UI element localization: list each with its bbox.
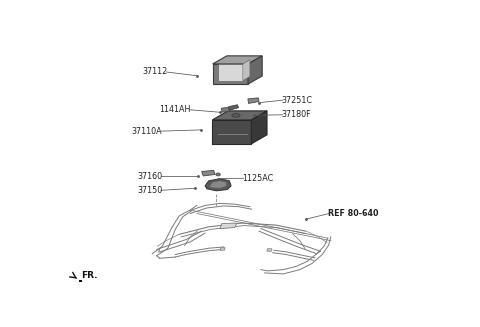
- Text: 37112: 37112: [143, 67, 168, 77]
- Text: FR.: FR.: [81, 271, 97, 281]
- Text: 37150: 37150: [137, 186, 162, 195]
- Text: REF 80-640: REF 80-640: [328, 209, 378, 218]
- Text: 37180F: 37180F: [281, 110, 311, 119]
- Polygon shape: [248, 56, 262, 84]
- Polygon shape: [213, 56, 262, 64]
- Circle shape: [216, 173, 220, 176]
- Polygon shape: [220, 223, 237, 229]
- Polygon shape: [267, 249, 272, 251]
- Polygon shape: [212, 120, 252, 144]
- Polygon shape: [205, 179, 231, 191]
- Polygon shape: [202, 170, 215, 176]
- Polygon shape: [212, 111, 267, 120]
- Polygon shape: [248, 98, 259, 103]
- Text: 1125AC: 1125AC: [242, 174, 274, 183]
- Text: 37251C: 37251C: [281, 96, 312, 105]
- Text: 37110A: 37110A: [132, 127, 162, 136]
- Bar: [79, 280, 83, 282]
- Polygon shape: [210, 181, 227, 188]
- Text: 1141AH: 1141AH: [159, 105, 191, 114]
- Polygon shape: [243, 60, 250, 80]
- Ellipse shape: [232, 114, 240, 117]
- Polygon shape: [220, 248, 225, 250]
- Polygon shape: [218, 64, 243, 80]
- Polygon shape: [221, 107, 230, 112]
- Polygon shape: [252, 111, 267, 144]
- Text: 37160: 37160: [137, 172, 162, 181]
- Polygon shape: [228, 105, 239, 110]
- Polygon shape: [213, 64, 248, 84]
